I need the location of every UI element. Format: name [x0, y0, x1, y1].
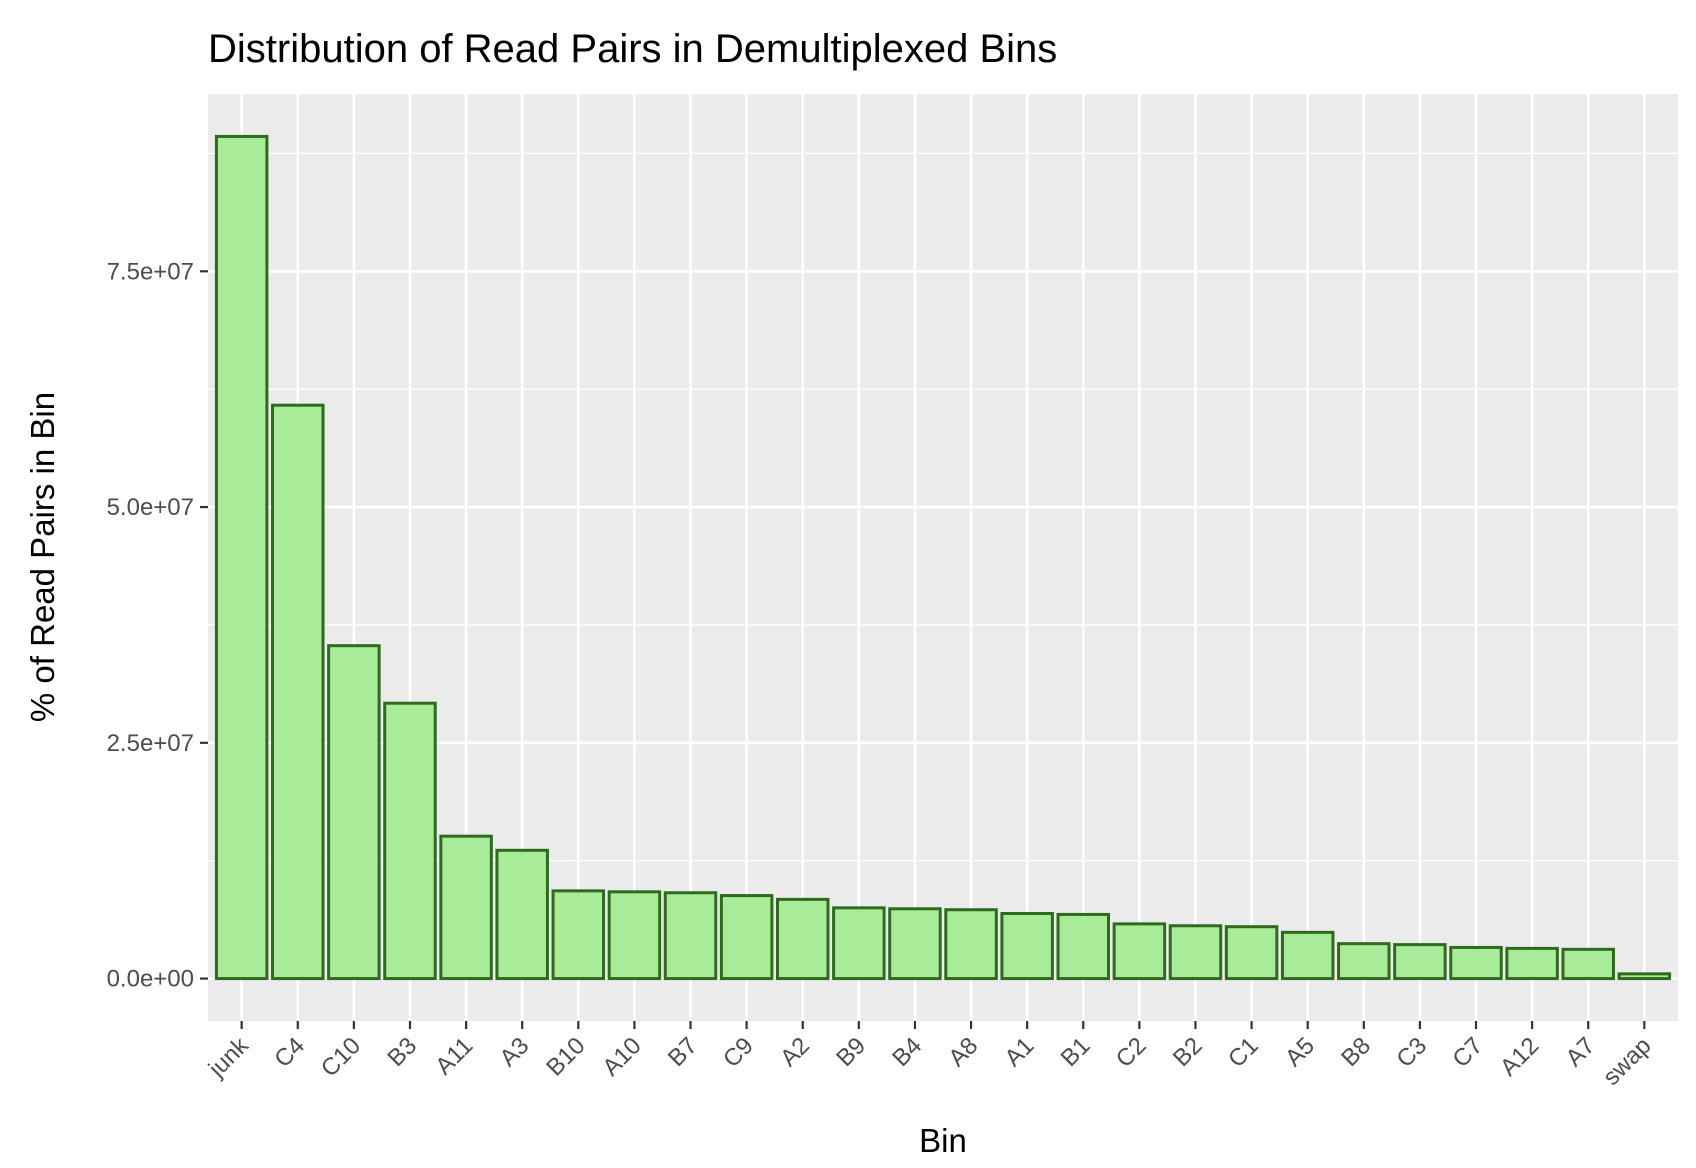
bar-junk [214, 134, 269, 981]
bar-A12 [1505, 946, 1559, 981]
x-tick-label: C3 [1391, 1032, 1432, 1073]
bar-C7 [1449, 945, 1503, 981]
bar-B2 [1168, 924, 1223, 981]
x-tick-label: junk [203, 1031, 255, 1083]
y-tick-label: 5.0e+07 [107, 494, 194, 521]
bar-B9 [832, 906, 886, 981]
bar-B4 [888, 907, 942, 981]
x-tick-label: A5 [1280, 1032, 1320, 1072]
bar-A10 [607, 890, 662, 981]
bar-C4 [271, 403, 325, 981]
bar-swap [1617, 972, 1672, 981]
bar-C1 [1224, 925, 1279, 981]
x-tick-label: B1 [1056, 1032, 1096, 1072]
x-tick-label: B9 [831, 1032, 871, 1072]
bar-B3 [383, 701, 437, 981]
bar-A8 [944, 908, 998, 981]
x-tick-label: B2 [1168, 1032, 1208, 1072]
x-tick-label: C4 [269, 1032, 310, 1073]
x-tick-label: B7 [663, 1032, 703, 1072]
bar-C2 [1112, 922, 1167, 981]
y-tick-label: 2.5e+07 [107, 730, 194, 757]
y-axis-title: % of Read Pairs in Bin [24, 392, 61, 722]
bars [214, 134, 1672, 981]
x-tick-label: B3 [382, 1032, 422, 1072]
x-tick-label: B10 [541, 1032, 590, 1081]
x-axis: junk C4 C10 B3 A11 A3 B10 A10 B7 C9 A2 B9 B4 A8 A1 B1 C2… [203, 1021, 1657, 1091]
x-tick-label: A11 [430, 1032, 478, 1080]
bar-B10 [551, 889, 606, 981]
bar-A7 [1561, 947, 1615, 981]
x-tick-label: A12 [1495, 1032, 1544, 1081]
x-tick-label: C9 [718, 1032, 759, 1073]
y-tick-label: 7.5e+07 [107, 258, 194, 285]
y-axis: 0.0e+00 2.5e+07 5.0e+07 7.5e+07 [107, 258, 208, 993]
bar-C3 [1393, 943, 1447, 981]
x-tick-label: A1 [1000, 1032, 1040, 1072]
x-tick-label: B4 [887, 1032, 927, 1072]
bar-A5 [1280, 930, 1335, 981]
bar-A2 [775, 897, 830, 981]
x-tick-label: A10 [597, 1032, 646, 1081]
bar-A3 [495, 848, 549, 981]
bar-C10 [327, 644, 381, 981]
x-tick-label: B8 [1336, 1032, 1376, 1072]
bar-C9 [719, 894, 774, 981]
x-tick-label: C2 [1111, 1032, 1152, 1073]
y-tick-label: 0.0e+00 [107, 966, 194, 993]
bar-B1 [1056, 912, 1111, 981]
x-tick-label: C10 [316, 1032, 366, 1082]
x-tick-label: A8 [943, 1032, 983, 1072]
x-axis-title: Bin [919, 1122, 967, 1159]
x-tick-label: A3 [495, 1032, 535, 1072]
x-tick-label: swap [1598, 1032, 1657, 1091]
x-tick-label: A7 [1561, 1032, 1601, 1072]
x-tick-label: A2 [775, 1032, 815, 1072]
bar-A11 [439, 834, 493, 981]
bar-B8 [1337, 942, 1391, 981]
chart-title: Distribution of Read Pairs in Demultiple… [208, 27, 1057, 71]
x-tick-label: C7 [1447, 1032, 1488, 1073]
x-tick-label: C1 [1223, 1032, 1264, 1073]
bar-A1 [1000, 911, 1054, 981]
bar-B7 [663, 891, 718, 981]
